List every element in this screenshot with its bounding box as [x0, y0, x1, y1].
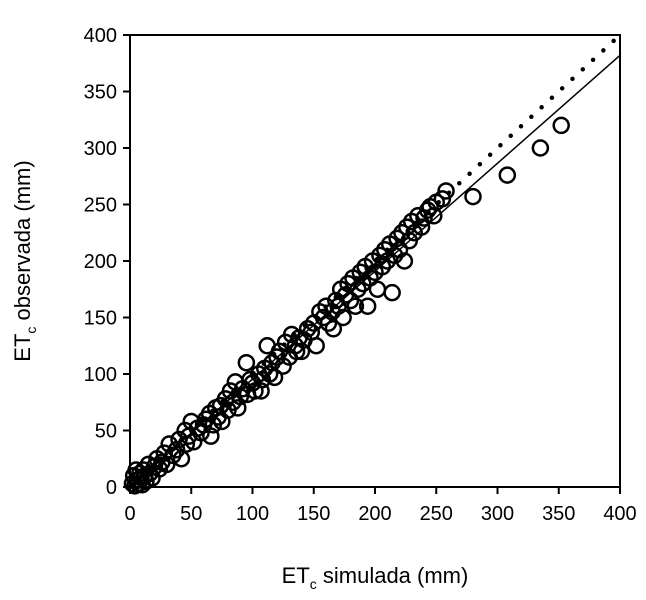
x-axis-title: ETc simulada (mm)	[282, 563, 469, 592]
x-tick-label: 200	[358, 503, 391, 525]
data-point	[390, 240, 409, 259]
data-point	[167, 440, 186, 459]
data-point	[349, 280, 367, 298]
data-point	[202, 427, 220, 445]
data-point	[388, 229, 406, 248]
y-tick-label: 400	[84, 25, 117, 47]
data-point	[265, 368, 284, 387]
chart-marks	[123, 32, 623, 495]
x-tick-label: 100	[236, 503, 269, 525]
x-tick-label: 0	[124, 503, 135, 525]
data-point	[241, 370, 259, 389]
y-tick-label: 200	[84, 251, 117, 273]
data-point	[231, 387, 249, 406]
data-point	[319, 314, 338, 332]
y-tick-label: 300	[84, 138, 117, 160]
data-point	[464, 187, 482, 206]
data-point	[346, 297, 365, 315]
data-point	[314, 308, 333, 327]
data-point	[229, 399, 247, 417]
x-axis: 0 50 100 150 200 250 300 350 400	[124, 487, 637, 525]
data-point	[383, 283, 401, 302]
x-tick-label: 150	[297, 503, 330, 525]
y-tick-label: 350	[84, 82, 117, 104]
data-point	[237, 353, 256, 372]
y-tick-label: 50	[95, 421, 117, 443]
data-point	[368, 280, 387, 298]
data-point	[307, 337, 325, 355]
y-tick-label: 100	[84, 364, 117, 386]
y-tick-label: 250	[84, 195, 117, 217]
data-point	[172, 450, 191, 468]
data-point	[334, 308, 352, 327]
data-point	[177, 435, 196, 453]
y-axis-title: ETc observada (mm)	[10, 160, 39, 361]
data-point	[412, 218, 431, 236]
data-point	[433, 190, 452, 208]
x-tick-label: 50	[180, 503, 202, 525]
data-point	[552, 116, 570, 135]
x-tick-label: 400	[603, 503, 636, 525]
data-point	[324, 320, 343, 338]
y-axis: 0 50 100 150 200 250 300 350 400	[84, 25, 130, 499]
data-point	[292, 342, 311, 361]
x-tick-label: 300	[481, 503, 514, 525]
x-tick-label: 350	[542, 503, 575, 525]
data-point	[373, 257, 392, 276]
data-point	[252, 382, 270, 400]
x-tick-label: 250	[420, 503, 453, 525]
data-point	[531, 139, 550, 157]
data-point	[395, 252, 414, 270]
data-point	[221, 382, 240, 400]
data-point	[437, 182, 455, 200]
y-tick-label: 0	[106, 477, 117, 499]
data-point	[498, 166, 517, 184]
data-point	[155, 444, 174, 462]
data-point	[385, 246, 404, 265]
y-tick-label: 150	[84, 308, 117, 330]
data-point	[358, 297, 377, 315]
